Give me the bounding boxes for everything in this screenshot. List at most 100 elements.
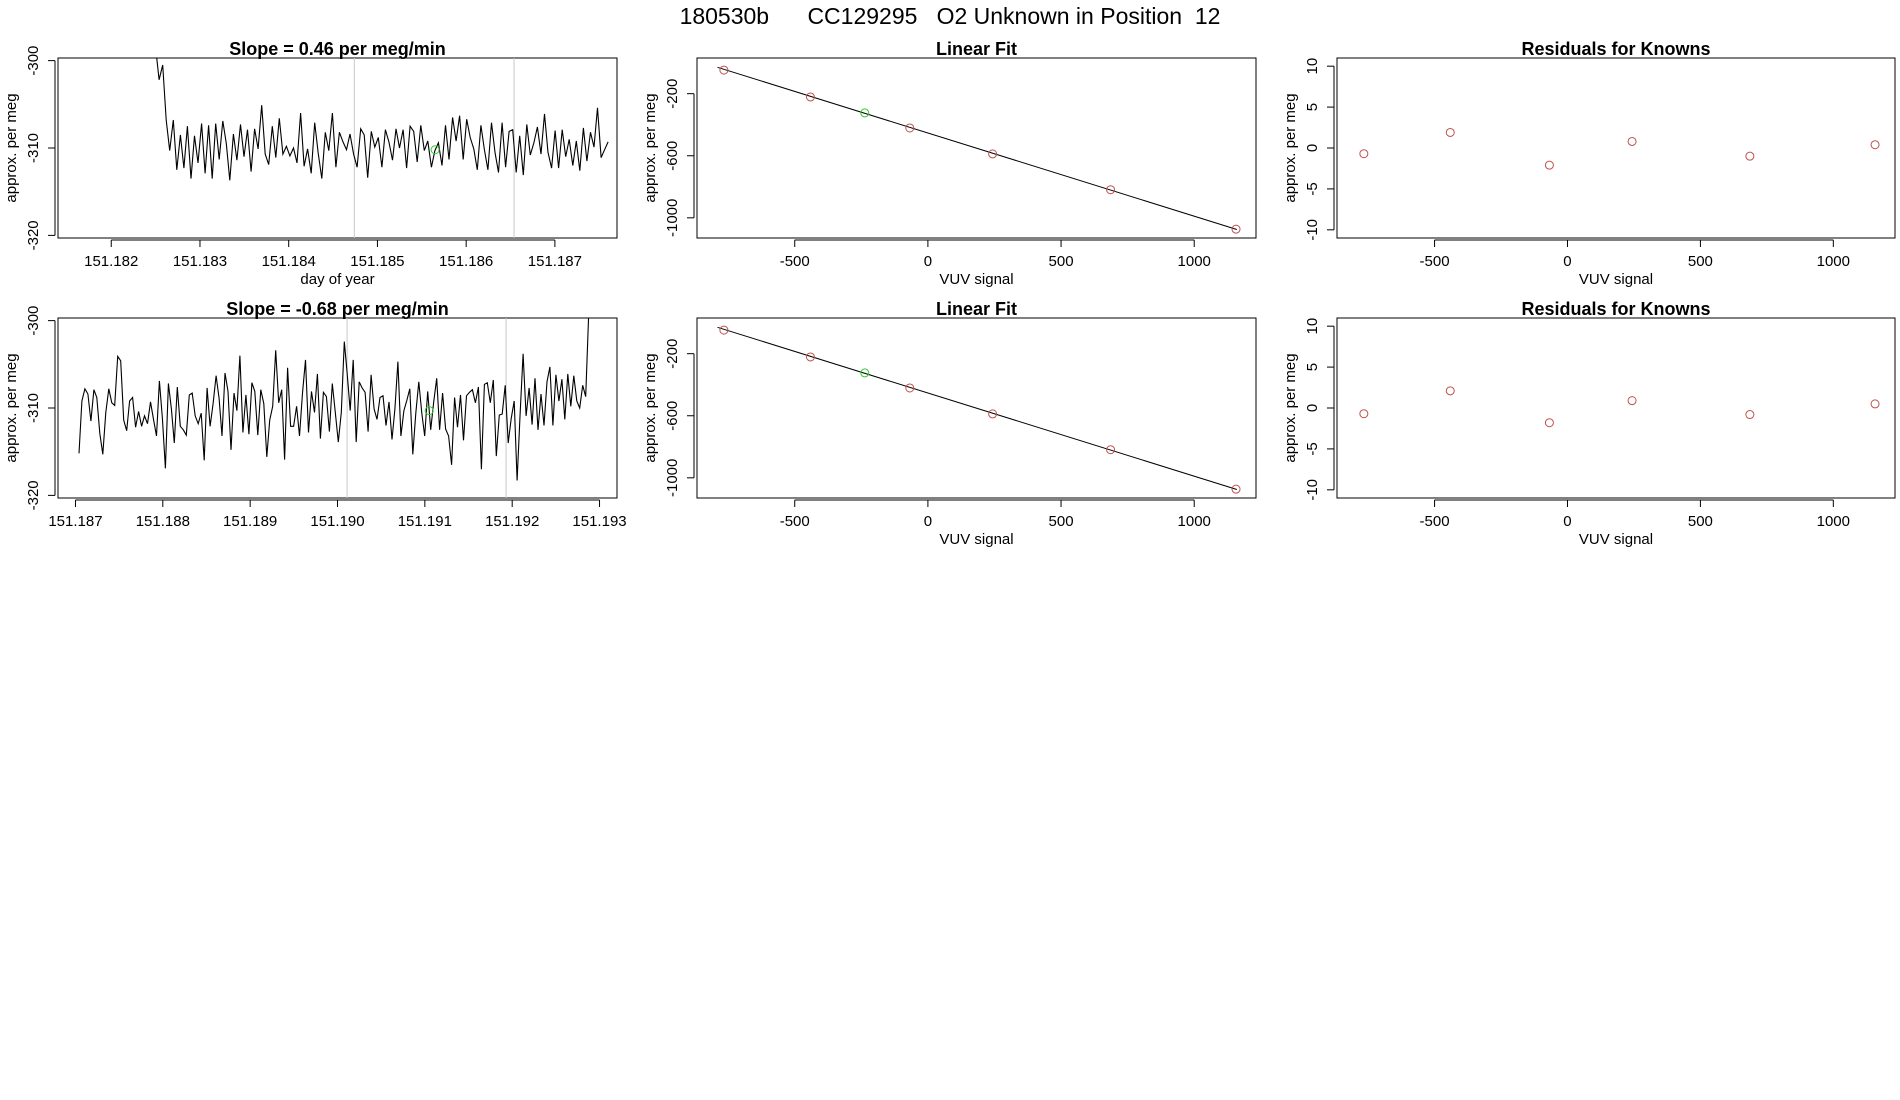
known-point [988, 409, 998, 419]
known-point [1445, 127, 1455, 137]
known-point [719, 325, 729, 335]
x-tick-label: 151.182 [84, 253, 138, 270]
x-axis-label: VUV signal [939, 531, 1013, 548]
y-axis-label: approx. per meg [642, 353, 659, 462]
residuals-1-panel: Residuals for Knowns -500 0 500 1000 VUV sign… [1282, 39, 1896, 288]
x-tick-label: 151.188 [136, 513, 190, 530]
known-point [1106, 445, 1116, 455]
known-point [1544, 418, 1554, 428]
x-axis-label: day of year [300, 271, 374, 288]
y-tick-label: -600 [664, 141, 681, 171]
linear-fit-1-panel: Linear Fit -500 0 500 1000 VUV signal -200 -600… [642, 39, 1257, 288]
plot-area [1359, 386, 1880, 428]
y-tick-label: -310 [25, 393, 42, 423]
x-axis-label: VUV signal [939, 271, 1013, 288]
y-axis-label: approx. per meg [1282, 353, 1299, 462]
unknown-point [860, 368, 870, 378]
x-tick-label: -500 [1420, 253, 1450, 270]
known-point [805, 92, 815, 102]
time-series-1-panel: Slope = 0.46 per meg/min 151.182 151.183 15… [3, 39, 618, 288]
x-tick-label: 151.183 [173, 253, 227, 270]
x-tick-label: -500 [1420, 513, 1450, 530]
y-tick-label: 0 [1304, 144, 1321, 152]
x-tick-label: 151.187 [528, 253, 582, 270]
chart-title: Linear Fit [936, 39, 1017, 59]
fit-line [717, 326, 1237, 490]
y-tick-label: 5 [1304, 103, 1321, 111]
known-point [1627, 136, 1637, 146]
known-point [1544, 160, 1554, 170]
known-point [1870, 140, 1880, 150]
linear-fit-2-panel: Linear Fit -500 0 500 1000 VUV signal -200 -600… [642, 299, 1257, 548]
x-tick-label: 1000 [1817, 253, 1850, 270]
plot-frame [1336, 317, 1896, 499]
known-point [1231, 224, 1241, 234]
plot-frame [696, 57, 1257, 239]
plot-frame [696, 317, 1257, 499]
known-point [1870, 399, 1880, 409]
plot-area [717, 325, 1241, 494]
time-series-2-panel: Slope = -0.68 per meg/min 151.187 151.188 1… [3, 299, 627, 530]
signal-trace [78, 318, 590, 481]
x-tick-label: 151.189 [223, 513, 277, 530]
y-axis-label: approx. per meg [642, 93, 659, 202]
y-tick-label: -300 [25, 46, 42, 76]
x-tick-label: 500 [1049, 513, 1074, 530]
unknown-marker [424, 406, 434, 416]
x-tick-label: 151.186 [439, 253, 493, 270]
chart-title: Residuals for Knowns [1521, 299, 1710, 319]
known-point [1745, 151, 1755, 161]
signal-trace [156, 58, 609, 181]
y-tick-label: -200 [664, 79, 681, 109]
x-tick-label: 151.190 [310, 513, 364, 530]
x-tick-label: 500 [1049, 253, 1074, 270]
x-tick-label: 151.191 [398, 513, 452, 530]
x-tick-label: 0 [1563, 253, 1571, 270]
y-tick-label: -310 [25, 133, 42, 163]
plot-frame [57, 57, 618, 239]
x-tick-label: 151.185 [350, 253, 404, 270]
y-tick-label: 10 [1304, 58, 1321, 75]
known-point [905, 383, 915, 393]
x-tick-label: 151.193 [572, 513, 626, 530]
fit-line [717, 66, 1237, 230]
unknown-marker [430, 145, 440, 155]
chart-title: Linear Fit [936, 299, 1017, 319]
y-tick-label: 5 [1304, 363, 1321, 371]
y-axis-label: approx. per meg [1282, 93, 1299, 202]
known-point [1445, 386, 1455, 396]
known-point [1359, 149, 1369, 159]
chart-title: Residuals for Knowns [1521, 39, 1710, 59]
y-tick-label: -1000 [664, 199, 681, 237]
residuals-2-panel: Residuals for Knowns -500 0 500 1000 VUV sign… [1282, 299, 1896, 548]
plot-area [78, 318, 590, 498]
plot-area [1359, 127, 1880, 170]
x-tick-label: 0 [924, 253, 932, 270]
y-tick-label: -300 [25, 306, 42, 336]
plot-frame [57, 317, 618, 499]
x-tick-label: 0 [924, 513, 932, 530]
plot-frame [1336, 57, 1896, 239]
y-tick-label: -320 [25, 480, 42, 510]
x-tick-label: 1000 [1178, 253, 1211, 270]
y-tick-label: -600 [664, 401, 681, 431]
x-tick-label: 500 [1688, 253, 1713, 270]
plot-area [717, 65, 1241, 234]
x-tick-label: 151.184 [262, 253, 316, 270]
x-tick-label: 500 [1688, 513, 1713, 530]
x-tick-label: 151.192 [485, 513, 539, 530]
unknown-point [860, 108, 870, 118]
y-tick-label: -320 [25, 220, 42, 250]
known-point [1359, 409, 1369, 419]
plot-area [156, 58, 609, 238]
x-tick-label: 1000 [1178, 513, 1211, 530]
y-tick-label: -10 [1304, 479, 1321, 501]
x-tick-label: 1000 [1817, 513, 1850, 530]
x-axis-label: VUV signal [1579, 271, 1653, 288]
known-point [805, 352, 815, 362]
y-tick-label: 10 [1304, 318, 1321, 335]
y-axis-label: approx. per meg [3, 93, 20, 202]
y-tick-label: -5 [1304, 182, 1321, 195]
known-point [719, 65, 729, 75]
